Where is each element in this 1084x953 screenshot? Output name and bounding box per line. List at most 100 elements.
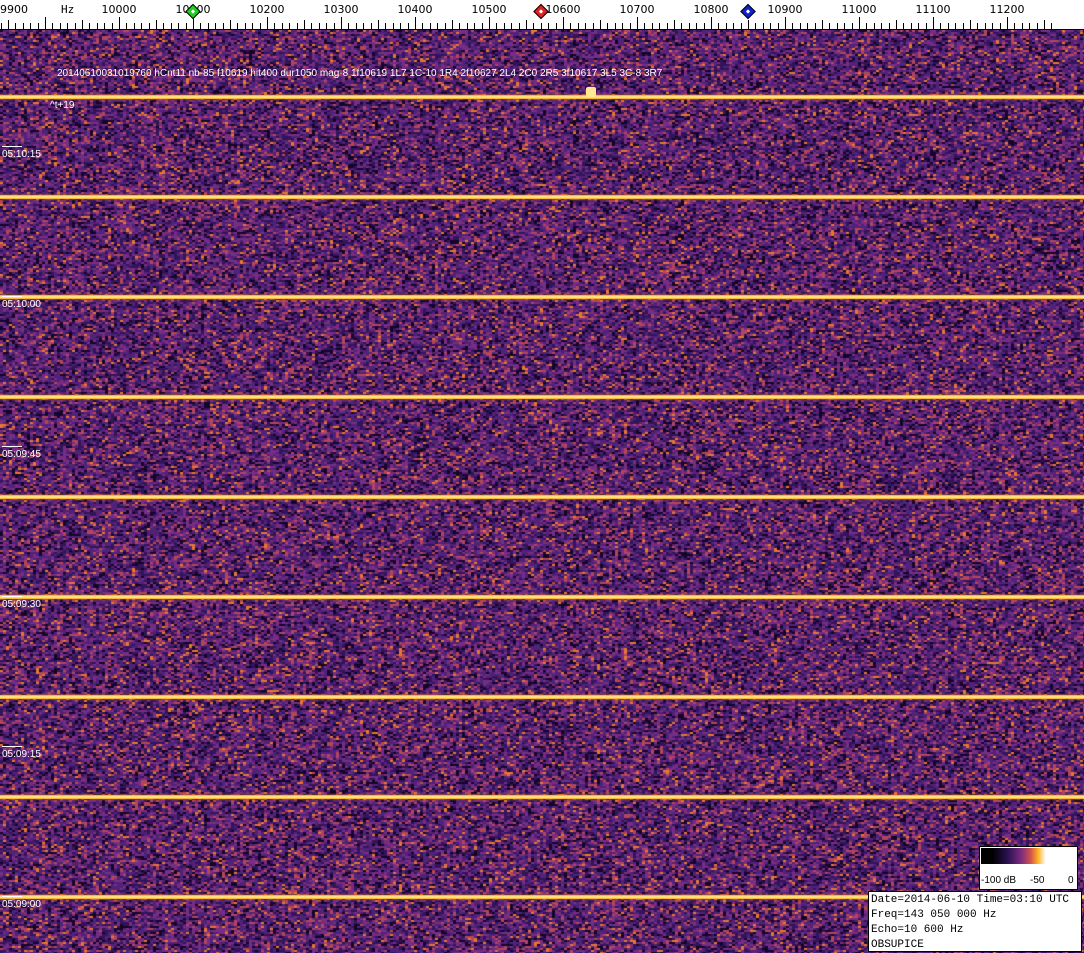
- axis-tick: [260, 23, 261, 29]
- meteor-annotation: 20140610031019760 hCnt11 nb-85 f10619 hi…: [57, 68, 662, 79]
- axis-tick: [755, 23, 756, 29]
- axis-tick-label: 11200: [990, 3, 1025, 16]
- axis-tick: [141, 23, 142, 29]
- axis-tick: [163, 23, 164, 29]
- echo-line: [0, 795, 1084, 799]
- axis-tick: [467, 23, 468, 29]
- axis-tick: [681, 23, 682, 29]
- axis-tick: [748, 20, 749, 29]
- info-box: Date=2014-06-10 Time=03:10 UTC Freq=143 …: [868, 891, 1082, 952]
- axis-tick: [711, 17, 712, 29]
- axis-tick: [445, 23, 446, 29]
- axis-tick: [178, 23, 179, 29]
- axis-tick: [985, 23, 986, 29]
- axis-tick: [585, 23, 586, 29]
- axis-tick-label: 10500: [472, 3, 507, 16]
- axis-tick: [489, 17, 490, 29]
- axis-tick: [496, 23, 497, 29]
- axis-tick: [274, 23, 275, 29]
- frequency-axis: Hz 9900100001010010200103001040010500106…: [0, 0, 1084, 30]
- axis-tick: [75, 23, 76, 29]
- axis-tick: [563, 17, 564, 29]
- axis-tick: [311, 23, 312, 29]
- axis-tick: [237, 23, 238, 29]
- axis-tick-label: 10400: [398, 3, 433, 16]
- meteor-head-spot: [586, 87, 596, 97]
- axis-tick: [437, 23, 438, 29]
- axis-tick: [334, 23, 335, 29]
- axis-tick: [8, 20, 9, 29]
- axis-tick: [630, 23, 631, 29]
- colorbar-gradient: [981, 848, 1076, 864]
- axis-tick: [615, 23, 616, 29]
- axis-tick: [889, 23, 890, 29]
- axis-tick: [778, 23, 779, 29]
- frequency-marker-icon[interactable]: [740, 4, 756, 20]
- axis-tick: [171, 23, 172, 29]
- axis-tick: [1007, 17, 1008, 29]
- axis-tick: [1044, 20, 1045, 29]
- axis-tick: [223, 23, 224, 29]
- axis-tick: [1022, 23, 1023, 29]
- axis-tick: [82, 20, 83, 29]
- axis-tick: [911, 23, 912, 29]
- axis-tick: [452, 20, 453, 29]
- axis-tick: [622, 23, 623, 29]
- axis-tick: [674, 20, 675, 29]
- axis-tick-label: 11100: [916, 3, 951, 16]
- axis-tick: [866, 23, 867, 29]
- axis-tick: [940, 23, 941, 29]
- axis-tick: [874, 23, 875, 29]
- axis-tick: [415, 17, 416, 29]
- time-tick-label: 05:10:00: [2, 299, 41, 310]
- axis-tick: [526, 20, 527, 29]
- axis-tick: [149, 23, 150, 29]
- colorbar-label-min: -100 dB: [981, 875, 1016, 886]
- axis-tick: [363, 23, 364, 29]
- axis-tick: [570, 23, 571, 29]
- axis-tick: [852, 23, 853, 29]
- axis-tick: [15, 23, 16, 29]
- axis-tick: [459, 23, 460, 29]
- axis-tick: [104, 23, 105, 29]
- axis-tick: [800, 23, 801, 29]
- axis-tick: [741, 23, 742, 29]
- axis-tick: [548, 23, 549, 29]
- axis-tick: [504, 23, 505, 29]
- axis-tick: [607, 23, 608, 29]
- axis-tick: [970, 20, 971, 29]
- axis-tick: [348, 23, 349, 29]
- axis-tick: [408, 23, 409, 29]
- axis-tick: [792, 23, 793, 29]
- axis-tick: [785, 17, 786, 29]
- info-date-time: Date=2014-06-10 Time=03:10 UTC: [871, 893, 1079, 908]
- axis-tick: [718, 23, 719, 29]
- axis-tick: [926, 23, 927, 29]
- axis-tick: [208, 23, 209, 29]
- time-tick-label: 05:10:15: [2, 149, 41, 160]
- axis-tick: [371, 23, 372, 29]
- echo-line: [0, 495, 1084, 499]
- axis-tick: [97, 23, 98, 29]
- axis-tick: [652, 23, 653, 29]
- axis-tick: [903, 23, 904, 29]
- spectrogram-view: Hz 9900100001010010200103001040010500106…: [0, 0, 1084, 953]
- axis-tick: [1029, 23, 1030, 29]
- axis-tick: [112, 23, 113, 29]
- axis-tick: [482, 23, 483, 29]
- axis-tick: [1000, 23, 1001, 29]
- axis-tick: [696, 23, 697, 29]
- axis-tick: [1037, 23, 1038, 29]
- axis-tick: [67, 23, 68, 29]
- axis-tick-label: 9900: [0, 3, 28, 16]
- axis-tick: [341, 17, 342, 29]
- axis-tick: [1014, 23, 1015, 29]
- time-tick-label: 05:09:00: [2, 899, 41, 910]
- axis-tick: [60, 23, 61, 29]
- axis-tick: [38, 23, 39, 29]
- colorbar-label-max: 0: [1068, 875, 1074, 886]
- echo-line: [0, 695, 1084, 699]
- axis-tick: [245, 23, 246, 29]
- axis-tick: [667, 23, 668, 29]
- axis-tick: [511, 23, 512, 29]
